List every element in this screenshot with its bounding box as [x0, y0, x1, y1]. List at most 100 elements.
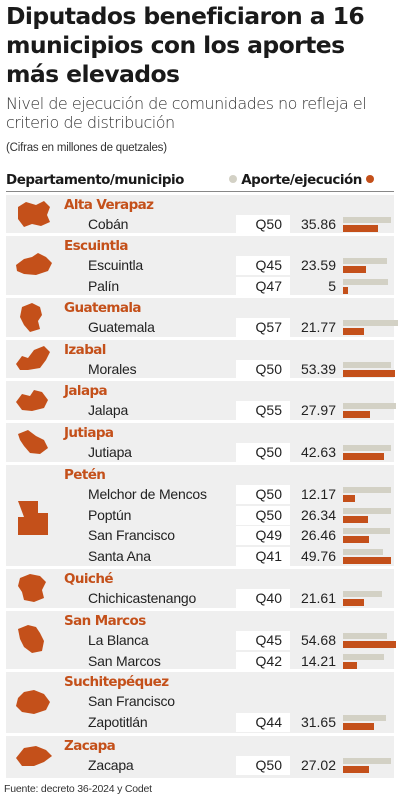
header-rule [6, 191, 394, 192]
department-group [6, 672, 394, 733]
municipio-label: Melchor de Mencos [88, 486, 207, 502]
department-map-icon [18, 429, 48, 454]
aporte-value: Q50 [255, 757, 282, 773]
department-group [6, 298, 394, 337]
department-group [6, 195, 394, 233]
aporte-bar [343, 548, 383, 555]
ejecucion-value: 12.17 [300, 486, 336, 502]
aporte-value: Q50 [255, 444, 282, 460]
ejecucion-bar [343, 328, 364, 335]
department-map-icon [18, 500, 48, 535]
ejecucion-value: 5 [328, 277, 336, 294]
department-map-icon [18, 625, 44, 653]
aporte-value: Q50 [255, 216, 282, 232]
aporte-bar [343, 653, 384, 660]
ejecucion-bar [343, 453, 384, 460]
column-header-values: Aporte/ejecución [229, 171, 375, 189]
department-map-shape [16, 389, 48, 411]
department-map-shape [16, 252, 52, 275]
aporte-value: Q45 [255, 257, 282, 273]
value-cell-bg [236, 631, 290, 650]
aporte-value: Q49 [255, 527, 282, 543]
aporte-value: Q50 [255, 506, 282, 523]
department-map-icon [18, 573, 46, 602]
aporte-value: Q50 [255, 361, 282, 377]
department-map-shape [16, 689, 50, 714]
department-map-icon [16, 689, 50, 714]
municipio-label: San Marcos [88, 652, 161, 669]
ejecucion-value: 26.34 [300, 506, 336, 523]
department-label: Suchitepéquez [64, 674, 169, 690]
aporte-bar [343, 758, 391, 764]
department-map-icon [20, 302, 42, 332]
value-cell-bg [236, 546, 290, 566]
source-note: Fuente: decreto 36-2024 y Codet [4, 783, 152, 795]
department-map-shape [18, 573, 46, 602]
aporte-value: Q45 [255, 632, 282, 648]
ejecucion-bar [343, 515, 368, 523]
department-map-shape [20, 302, 42, 332]
value-cell-bg [236, 485, 290, 504]
municipio-label: Palín [88, 277, 119, 294]
aporte-bar [343, 278, 388, 285]
ejecucion-value: 27.02 [300, 757, 336, 773]
aporte-value: Q44 [255, 713, 282, 730]
value-cell-bg [236, 651, 290, 671]
ejecucion-value: 54.68 [300, 632, 336, 648]
municipio-label: San Francisco [88, 527, 175, 543]
department-label: Zacapa [64, 738, 116, 754]
aporte-value: Q41 [255, 547, 282, 564]
municipio-label: Morales [88, 361, 137, 377]
department-group [6, 381, 394, 420]
ejecucion-bar [343, 641, 396, 648]
department-label: Jutiapa [64, 425, 114, 441]
ejecucion-bar [343, 411, 370, 418]
municipio-label: Chichicastenango [88, 590, 197, 606]
value-cell-bg [236, 360, 290, 379]
value-cell-bg [236, 215, 290, 234]
ejecucion-legend-dot [366, 175, 375, 183]
municipio-label: Guatemala [88, 319, 155, 335]
department-group [6, 236, 394, 295]
department-map-icon [18, 201, 50, 227]
department-group [6, 611, 394, 669]
aporte-value: Q42 [255, 652, 282, 669]
department-label: Jalapa [64, 383, 108, 399]
aporte-bar [343, 633, 387, 639]
department-map-shape [18, 429, 48, 454]
ejecucion-value: 21.61 [300, 590, 336, 606]
municipio-label: Escuintla [88, 257, 144, 273]
ejecucion-bar [343, 661, 357, 669]
ejecucion-value: 42.63 [300, 444, 336, 460]
ejecucion-bar [343, 495, 355, 502]
municipio-label: Zapotitlán [88, 713, 148, 730]
municipio-label: Jutiapa [88, 444, 132, 460]
ejecucion-bar [343, 556, 391, 564]
value-cell-bg [236, 589, 290, 608]
department-map-icon [16, 346, 50, 370]
value-cell-bg [236, 526, 290, 545]
department-map-shape [18, 625, 44, 653]
aporte-bar [343, 714, 386, 721]
ejecucion-value: 23.59 [300, 257, 336, 273]
aporte-value: Q57 [255, 319, 282, 335]
ejecucion-value: 49.76 [300, 547, 336, 564]
aporte-bar [343, 403, 396, 409]
ejecucion-value: 21.77 [300, 319, 336, 335]
ejecucion-value: 26.46 [300, 527, 336, 543]
ejecucion-value: 14.21 [300, 652, 336, 669]
municipio-label: Jalapa [88, 402, 129, 418]
value-cell-bg [236, 443, 290, 462]
department-label: Escuintla [64, 238, 129, 254]
department-map-shape [16, 346, 50, 370]
ejecucion-bar [343, 766, 369, 773]
value-cell-bg [236, 318, 290, 337]
aporte-legend-dot [229, 175, 237, 183]
aporte-bar [343, 362, 391, 368]
department-map-icon [16, 389, 48, 411]
value-cell-bg [236, 276, 290, 296]
municipio-label: Poptún [88, 506, 132, 523]
aporte-value: Q40 [255, 590, 282, 606]
value-cell-bg [236, 401, 290, 420]
aporte-bar [343, 591, 382, 597]
